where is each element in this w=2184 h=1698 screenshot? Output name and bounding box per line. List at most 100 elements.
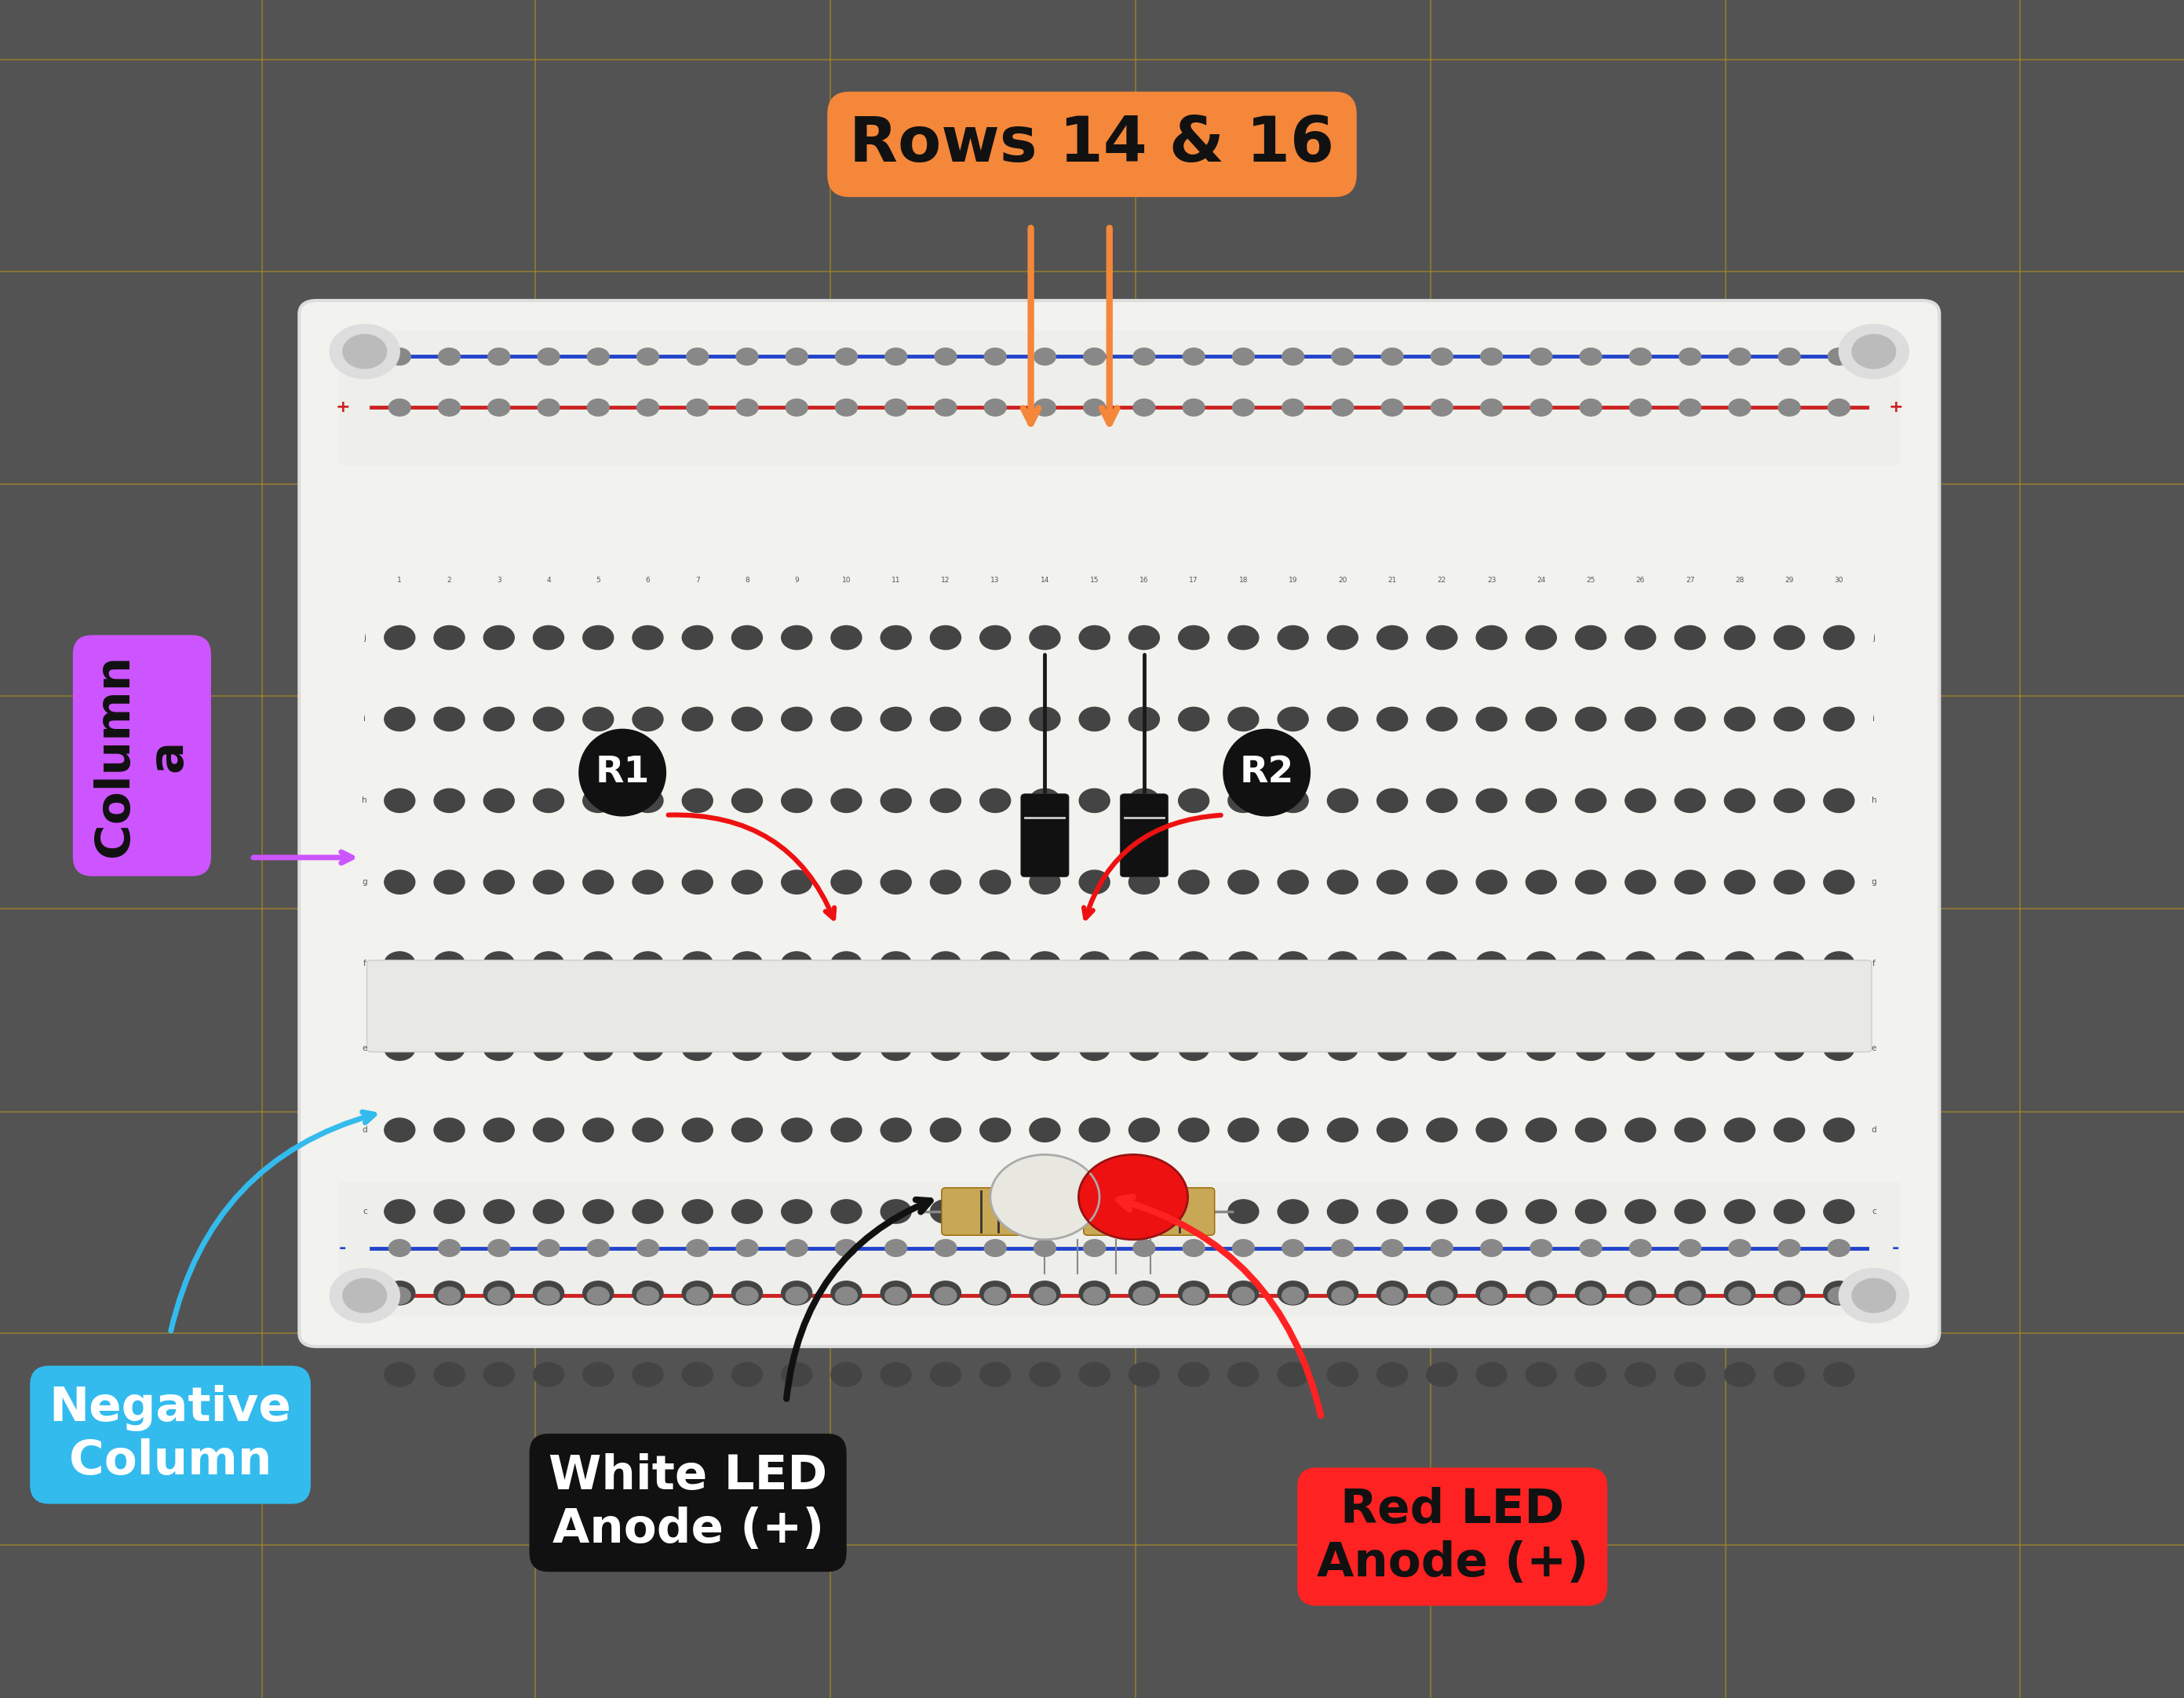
Circle shape <box>1579 399 1601 416</box>
Circle shape <box>533 1119 563 1143</box>
Circle shape <box>1476 1282 1507 1306</box>
Text: 14: 14 <box>1040 1428 1048 1435</box>
Circle shape <box>1083 399 1105 416</box>
Circle shape <box>782 1362 812 1386</box>
Circle shape <box>1029 625 1059 649</box>
Circle shape <box>1376 788 1406 812</box>
Text: 22: 22 <box>1437 577 1446 584</box>
Circle shape <box>435 1362 465 1386</box>
Circle shape <box>537 1287 559 1304</box>
Circle shape <box>1675 1282 1706 1306</box>
Text: 26: 26 <box>1636 1428 1645 1435</box>
Circle shape <box>1824 1282 1854 1306</box>
Circle shape <box>832 1119 863 1143</box>
Circle shape <box>583 1362 614 1386</box>
Circle shape <box>1531 348 1553 365</box>
Text: Negative
Column: Negative Column <box>50 1386 290 1484</box>
Circle shape <box>1527 706 1557 730</box>
Circle shape <box>1328 871 1358 893</box>
Circle shape <box>1828 1240 1850 1257</box>
Circle shape <box>1679 1240 1701 1257</box>
Circle shape <box>1227 706 1258 730</box>
FancyBboxPatch shape <box>1083 1189 1214 1236</box>
Circle shape <box>1852 1279 1896 1313</box>
Circle shape <box>483 788 513 812</box>
Circle shape <box>1282 399 1304 416</box>
Circle shape <box>981 1119 1011 1143</box>
Circle shape <box>1278 788 1308 812</box>
Circle shape <box>1675 1362 1706 1386</box>
Text: 20: 20 <box>1339 577 1348 584</box>
Circle shape <box>638 348 660 365</box>
Circle shape <box>1773 706 1804 730</box>
Circle shape <box>487 399 509 416</box>
Circle shape <box>930 788 961 812</box>
Circle shape <box>435 871 465 893</box>
Circle shape <box>989 1155 1099 1240</box>
Circle shape <box>981 1362 1011 1386</box>
FancyBboxPatch shape <box>1020 795 1068 878</box>
Circle shape <box>836 348 858 365</box>
Circle shape <box>1376 625 1406 649</box>
Circle shape <box>836 1287 858 1304</box>
Circle shape <box>1376 1036 1406 1060</box>
Circle shape <box>384 1362 415 1386</box>
Circle shape <box>1431 1287 1452 1304</box>
Text: 8: 8 <box>745 577 749 584</box>
Circle shape <box>1476 1362 1507 1386</box>
Circle shape <box>1328 706 1358 730</box>
Circle shape <box>583 1199 614 1223</box>
Circle shape <box>1227 1282 1258 1306</box>
Circle shape <box>1675 951 1706 975</box>
Text: 25: 25 <box>1586 577 1594 584</box>
Circle shape <box>1079 871 1109 893</box>
Circle shape <box>1129 1119 1160 1143</box>
Text: 1: 1 <box>397 577 402 584</box>
Text: f: f <box>1872 959 1876 968</box>
Circle shape <box>1129 706 1160 730</box>
Text: 7: 7 <box>695 577 699 584</box>
Circle shape <box>935 348 957 365</box>
Text: R1: R1 <box>596 756 649 790</box>
Circle shape <box>384 1282 415 1306</box>
Circle shape <box>633 1362 664 1386</box>
Circle shape <box>1575 871 1605 893</box>
Circle shape <box>1133 1240 1155 1257</box>
Circle shape <box>1778 399 1800 416</box>
Circle shape <box>736 1240 758 1257</box>
Text: 25: 25 <box>1586 1428 1594 1435</box>
Circle shape <box>1725 1036 1756 1060</box>
Circle shape <box>732 1362 762 1386</box>
Text: 29: 29 <box>1784 577 1793 584</box>
Circle shape <box>880 788 911 812</box>
Circle shape <box>1426 1199 1457 1223</box>
Circle shape <box>981 871 1011 893</box>
Circle shape <box>930 871 961 893</box>
Circle shape <box>782 1119 812 1143</box>
Circle shape <box>930 1119 961 1143</box>
FancyBboxPatch shape <box>367 961 1872 1053</box>
Circle shape <box>1376 1282 1406 1306</box>
Text: 5: 5 <box>596 577 601 584</box>
Circle shape <box>1227 1362 1258 1386</box>
Circle shape <box>1029 1119 1059 1143</box>
Circle shape <box>832 1036 863 1060</box>
Circle shape <box>686 1240 708 1257</box>
Circle shape <box>736 348 758 365</box>
Circle shape <box>583 625 614 649</box>
Circle shape <box>1179 625 1210 649</box>
Circle shape <box>384 871 415 893</box>
Circle shape <box>1778 1240 1800 1257</box>
Circle shape <box>1278 1119 1308 1143</box>
Circle shape <box>1328 1199 1358 1223</box>
Circle shape <box>1773 871 1804 893</box>
Text: b: b <box>363 1289 367 1297</box>
Circle shape <box>384 625 415 649</box>
Text: f: f <box>363 959 367 968</box>
Circle shape <box>330 1268 400 1323</box>
Circle shape <box>537 1240 559 1257</box>
Circle shape <box>389 1287 411 1304</box>
Circle shape <box>1184 1240 1206 1257</box>
Text: 6: 6 <box>646 577 651 584</box>
Circle shape <box>1426 1036 1457 1060</box>
